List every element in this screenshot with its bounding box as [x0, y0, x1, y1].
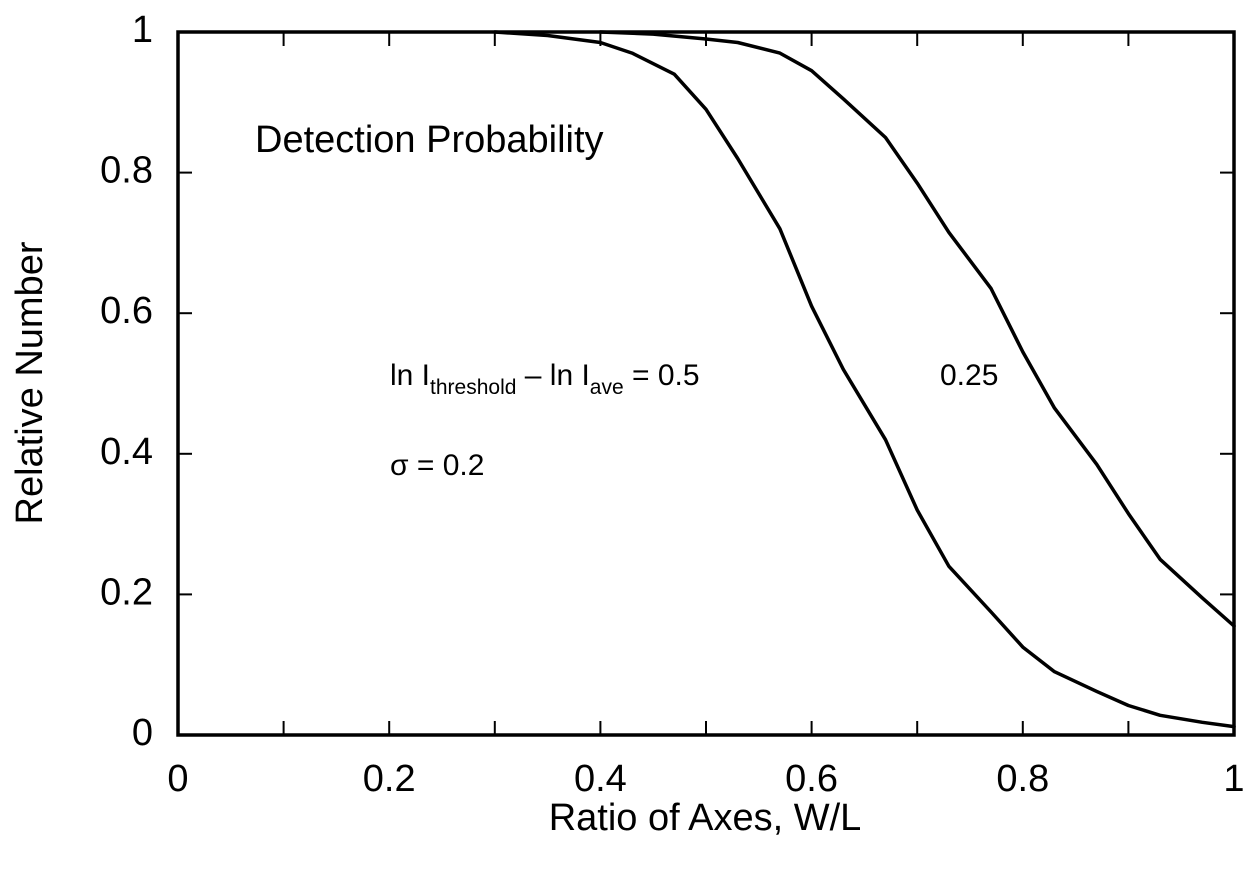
annotation-title: Detection Probability [255, 119, 604, 161]
x-tick-label: 0.4 [574, 758, 627, 800]
x-axis-tick-labels: 0 0.2 0.4 0.6 0.8 1 [167, 758, 1244, 800]
series-line-0_5 [493, 30, 1236, 729]
x-tick-label: 0.8 [996, 758, 1049, 800]
y-axis-ticks [178, 31, 1234, 736]
y-axis-tick-labels: 0 0.2 0.4 0.6 0.8 1 [100, 9, 153, 754]
x-tick-label: 1 [1223, 758, 1244, 800]
x-axis-title: Ratio of Axes, W/L [549, 797, 862, 839]
annotation-sigma: σ = 0.2 [390, 449, 484, 482]
y-axis-title: Relative Number [9, 241, 51, 524]
y-tick-label: 0 [132, 712, 153, 754]
y-tick-label: 0.2 [100, 571, 153, 613]
x-tick-label: 0 [167, 758, 188, 800]
equation-subscript-ave: ave [590, 376, 624, 399]
series-line-0_25 [598, 30, 1236, 628]
equation-subscript-threshold: threshold [430, 376, 516, 399]
y-tick-label: 0.4 [100, 431, 153, 473]
equation-suffix: = 0.5 [624, 359, 700, 392]
x-tick-label: 0.2 [363, 758, 416, 800]
y-tick-label: 1 [132, 9, 153, 51]
series-layer [493, 30, 1236, 729]
equation-prefix: ln I [390, 359, 430, 392]
x-tick-label: 0.6 [785, 758, 838, 800]
y-tick-label: 0.8 [100, 150, 153, 192]
annotation-equation: ln Ithreshold – ln Iave = 0.5 [390, 359, 700, 399]
equation-middle: – ln I [516, 359, 589, 392]
y-tick-label: 0.6 [100, 290, 153, 332]
annotation-label-025: 0.25 [940, 359, 998, 392]
